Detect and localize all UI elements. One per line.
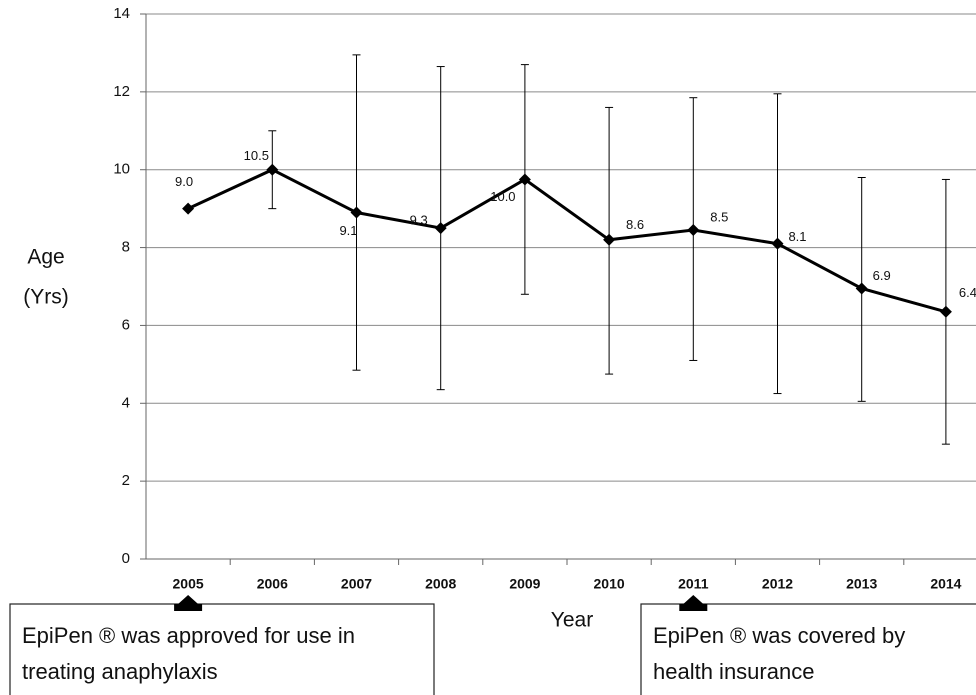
y-tick-label: 8 <box>122 239 130 256</box>
x-tick-label: 2007 <box>341 576 372 592</box>
point-label: 10.0 <box>490 189 515 204</box>
marker <box>266 163 279 176</box>
x-tick-label: 2013 <box>846 576 877 592</box>
annotation-text: EpiPen ® was approved for use in <box>22 623 355 648</box>
x-tick-label: 2011 <box>678 576 709 592</box>
y-tick-label: 14 <box>113 5 130 22</box>
y-tick-label: 10 <box>113 161 130 178</box>
annotation-box: EpiPen ® was approved for use in treatin… <box>9 603 435 695</box>
marker <box>855 282 868 295</box>
point-label: 9.0 <box>175 174 193 189</box>
x-tick-label: 2009 <box>509 576 540 592</box>
marker <box>182 202 195 215</box>
x-tick-label: 2008 <box>425 576 456 592</box>
y-tick-label: 2 <box>122 472 130 489</box>
point-label: 6.4 <box>959 285 976 300</box>
annotation-text: health insurance <box>653 659 814 684</box>
x-axis-title: Year <box>551 609 593 632</box>
point-label: 9.1 <box>339 223 357 238</box>
marker <box>350 206 363 219</box>
y-tick-label: 12 <box>113 83 130 100</box>
marker <box>518 173 531 186</box>
y-tick-label: 0 <box>122 550 130 567</box>
annotation-box: EpiPen ® was covered by health insurance <box>640 603 976 695</box>
annotation-text: treating anaphylaxis <box>22 659 218 684</box>
marker <box>771 237 784 250</box>
x-tick-label: 2005 <box>173 576 204 592</box>
y-axis-title: (Yrs) <box>23 286 69 309</box>
x-tick-label: 2010 <box>594 576 625 592</box>
y-tick-label: 6 <box>122 316 130 333</box>
annotation-frame <box>9 603 435 695</box>
annotation-text: EpiPen ® was covered by <box>653 623 905 648</box>
marker <box>434 222 447 235</box>
marker <box>939 305 952 318</box>
point-label: 8.5 <box>710 209 728 224</box>
arrow <box>679 595 708 611</box>
marker <box>603 233 616 246</box>
series-line <box>187 168 947 314</box>
point-label: 8.6 <box>626 217 644 232</box>
x-tick-label: 2006 <box>257 576 288 592</box>
marker <box>687 224 700 237</box>
x-tick-label: 2012 <box>762 576 793 592</box>
annotation-frame <box>640 603 976 695</box>
point-label: 6.9 <box>873 268 891 283</box>
y-axis-title: Age <box>27 246 64 269</box>
point-label: 8.1 <box>788 229 806 244</box>
arrow <box>174 595 203 611</box>
x-tick-label: 2014 <box>930 576 961 592</box>
y-tick-label: 4 <box>122 394 130 411</box>
point-label: 9.3 <box>410 213 428 228</box>
point-label: 10.5 <box>244 148 269 163</box>
